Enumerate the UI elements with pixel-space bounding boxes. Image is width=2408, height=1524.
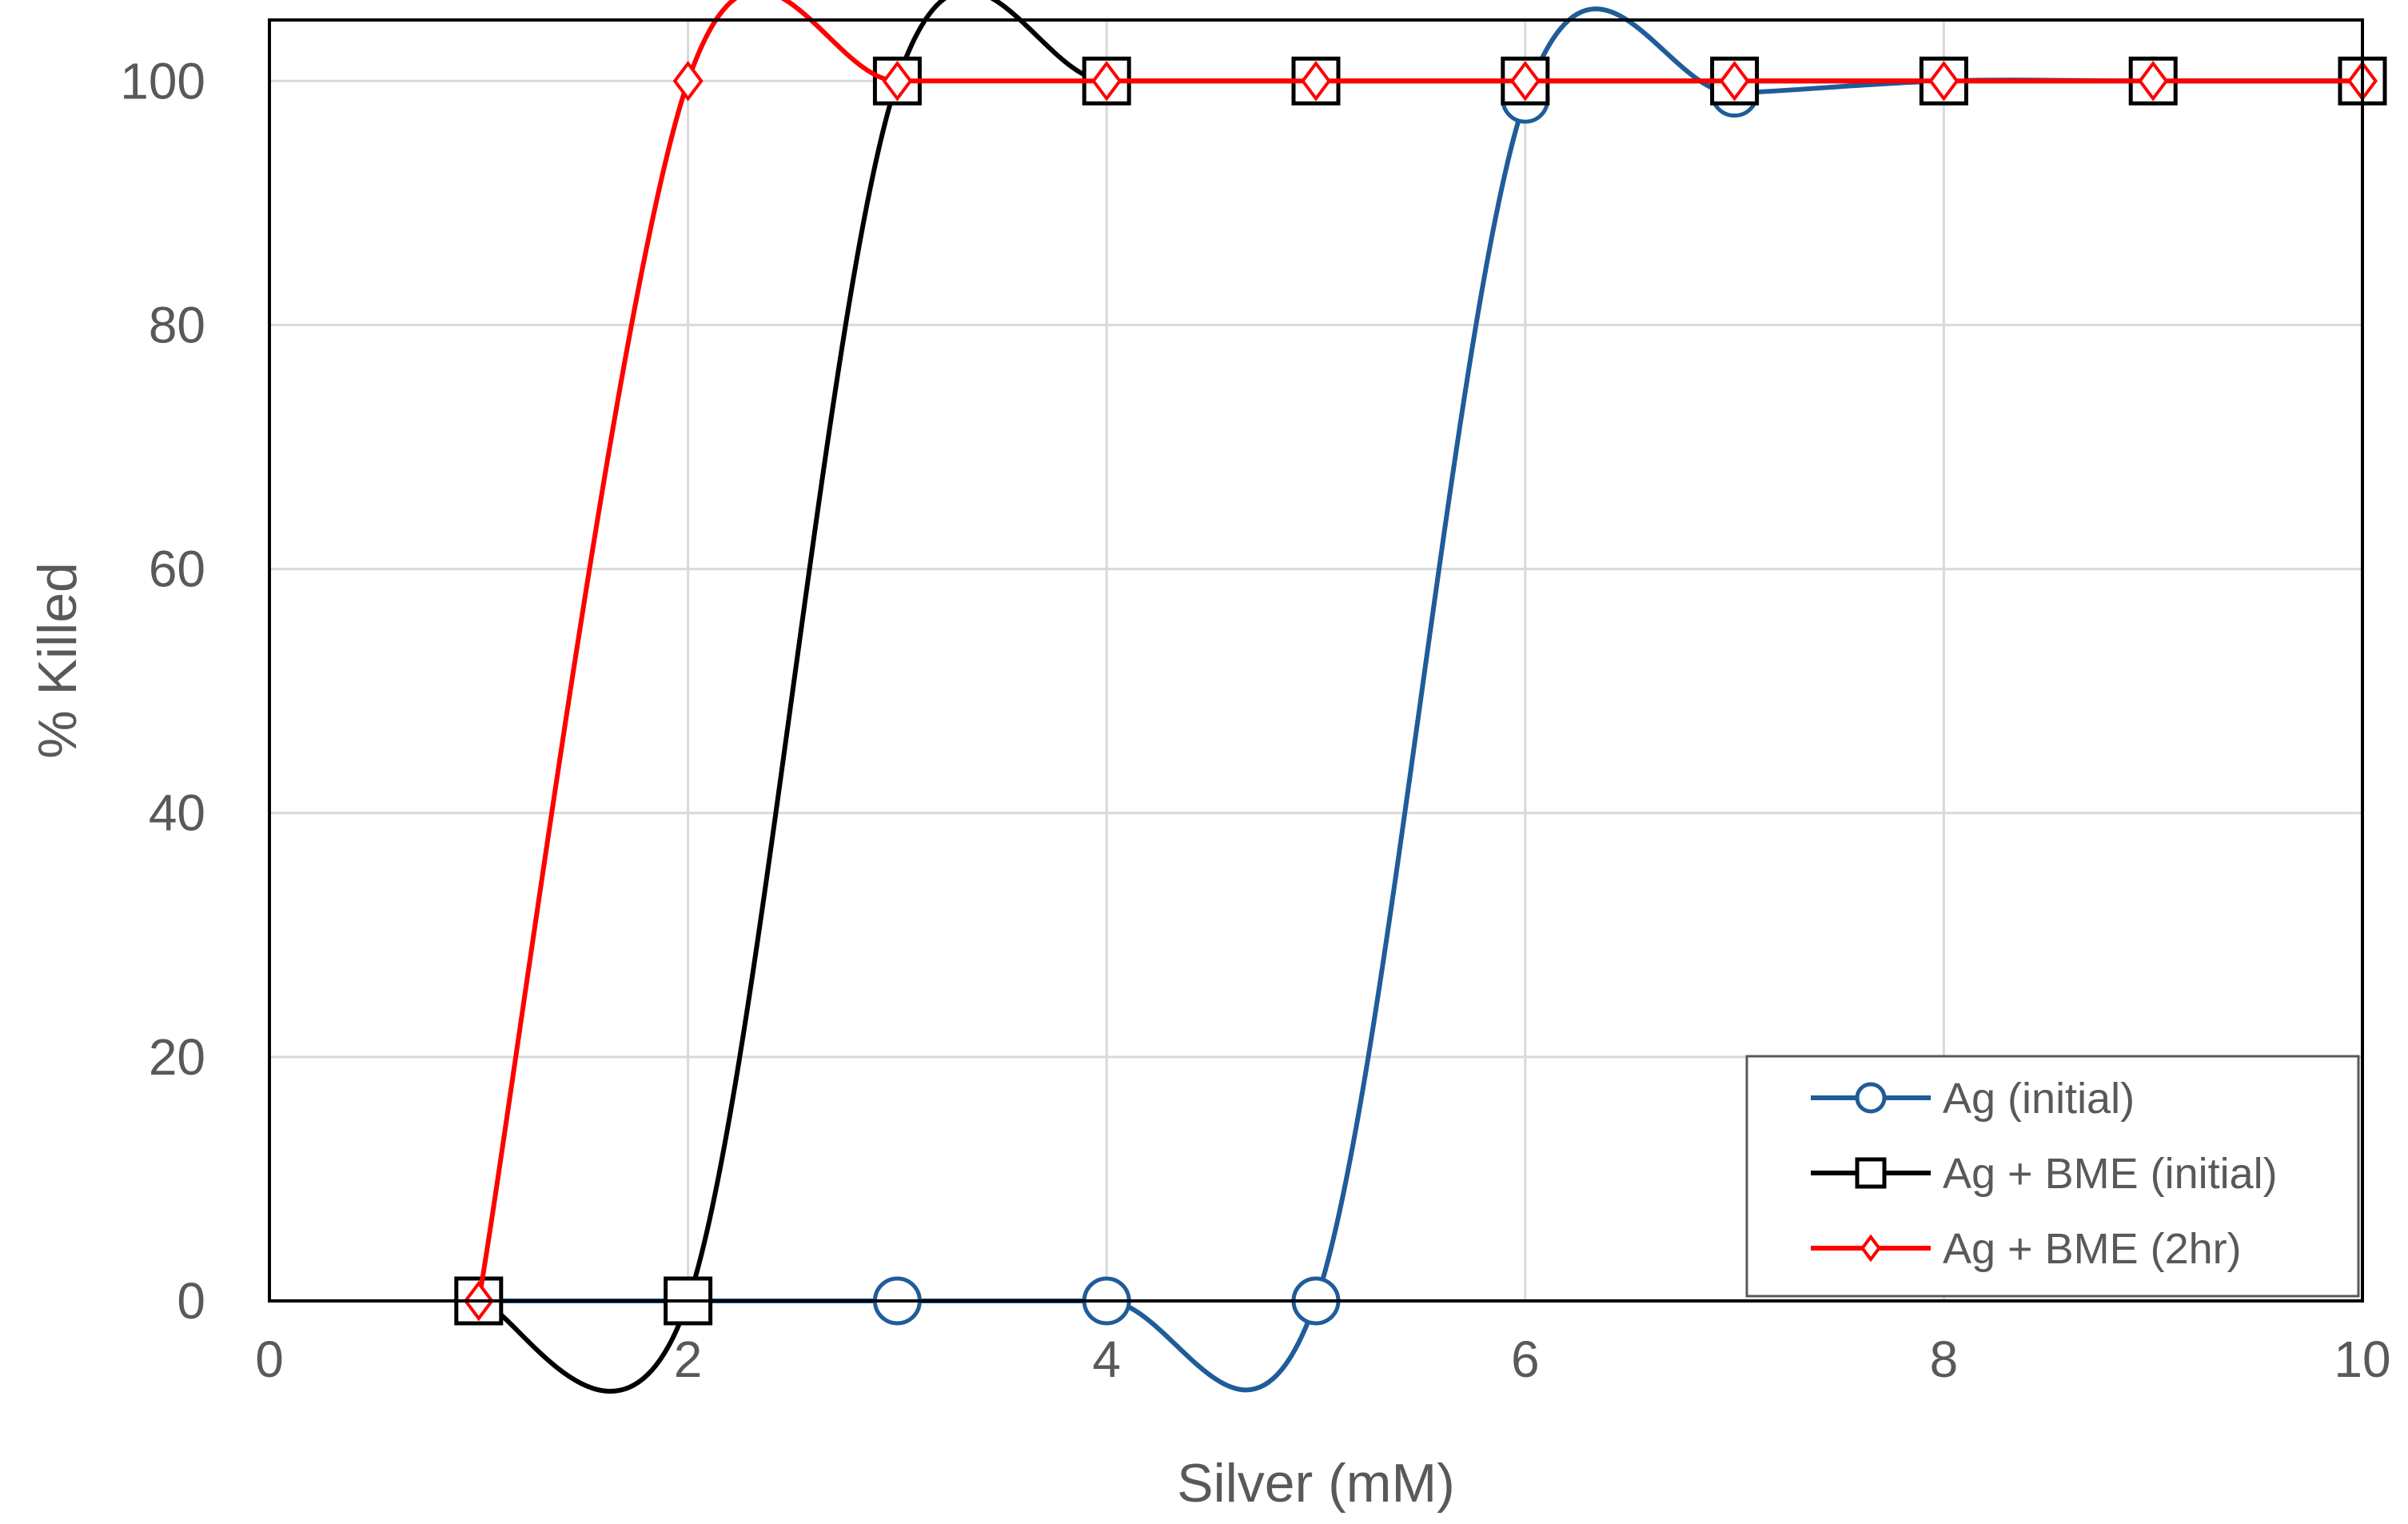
x-tick-label: 2 [674,1331,703,1388]
data-point [882,60,913,102]
y-tick-label: 20 [149,1028,205,1086]
y-tick-label: 0 [177,1272,205,1330]
x-tick-label: 4 [1092,1331,1121,1388]
legend-label: Ag + BME (2hr) [1943,1225,2242,1273]
legend-marker [1855,1082,1887,1114]
x-tick-label: 6 [1511,1331,1540,1388]
legend-entry: Ag (initial) [1811,1075,2135,1123]
y-tick-label: 100 [120,52,205,110]
data-point [1928,60,1959,102]
legend-entry: Ag + BME (initial) [1811,1150,2278,1198]
legend: Ag (initial) Ag + BME (initial) Ag + BME (… [1745,1055,2360,1298]
x-tick-label: 10 [2334,1331,2390,1388]
y-tick-label: 40 [149,784,205,842]
data-point [1301,60,1331,102]
legend-marker [1855,1157,1887,1189]
data-point [2138,60,2169,102]
data-point [1091,60,1122,102]
data-point [672,60,704,102]
y-axis-title: % Killed [27,562,88,759]
y-tick-label: 60 [149,541,205,598]
plot-area-border [268,18,2364,1303]
legend-marker [1860,1234,1881,1263]
x-tick-label: 0 [255,1331,284,1388]
x-axis-title: Silver (mM) [1177,1453,1455,1514]
legend-label: Ag (initial) [1943,1075,2135,1123]
legend-label: Ag + BME (initial) [1943,1150,2278,1198]
legend-entry: Ag + BME (2hr) [1811,1225,2242,1273]
series-line [476,0,2362,1302]
data-point [1509,60,1541,102]
series-3 [463,0,2378,1322]
data-point [1719,60,1750,102]
series-layer [454,0,2387,1394]
x-tick-label: 8 [1930,1331,1959,1388]
y-tick-label: 80 [149,296,205,353]
